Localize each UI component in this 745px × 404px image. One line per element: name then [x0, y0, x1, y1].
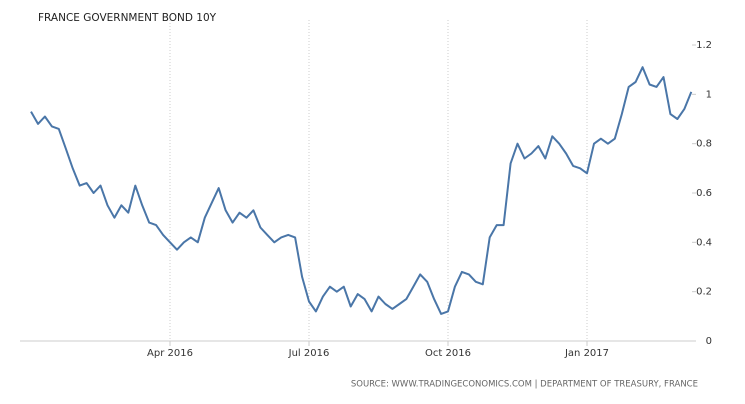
- source-note: SOURCE: WWW.TRADINGECONOMICS.COM | DEPAR…: [351, 380, 698, 390]
- y-tick-label: 0.4: [696, 237, 712, 248]
- y-tick-label: 1: [706, 89, 712, 100]
- line-series: [30, 66, 693, 315]
- x-tick-label: Oct 2016: [425, 348, 471, 359]
- y-tick-label: 0.8: [696, 139, 712, 150]
- x-tick-label: Jul 2016: [288, 348, 330, 359]
- y-tick-label: 0.6: [696, 188, 712, 199]
- y-tick-label: 1.2: [696, 40, 712, 51]
- chart-title: FRANCE GOVERNMENT BOND 10Y: [38, 12, 217, 24]
- y-tick-label: 0.2: [696, 287, 712, 298]
- x-tick-label: Jan 2017: [564, 348, 609, 359]
- y-tick-label: 0: [706, 336, 712, 347]
- x-tick-label: Apr 2016: [147, 348, 193, 359]
